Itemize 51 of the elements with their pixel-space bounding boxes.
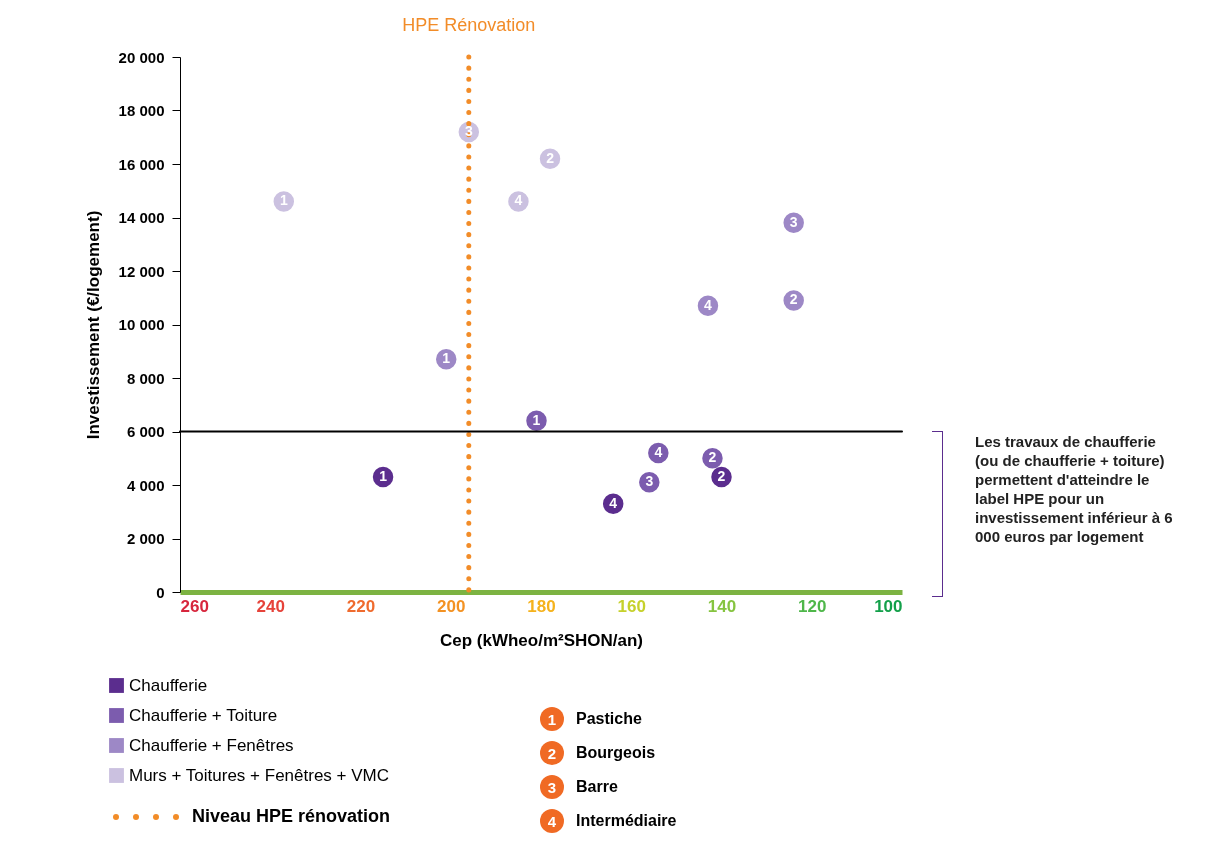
y-tick-label: 0 (156, 583, 165, 601)
text: 1 (540, 707, 564, 731)
text: 2 (540, 741, 564, 765)
y-tick-label: 12 000 (118, 262, 165, 280)
annotation: 2 (546, 149, 555, 166)
annotation: 4 (704, 296, 713, 313)
y-tick-label: 16 000 (118, 155, 165, 173)
x-tick-label: 220 (346, 596, 376, 616)
text: 4 (540, 809, 564, 833)
text: Barre (576, 778, 618, 796)
x-axis-title: Cep (kWheo/m²SHON/an) (439, 630, 644, 650)
y-tick-label: 2 000 (126, 530, 165, 547)
annotation: 3 (789, 213, 798, 230)
x-tick-label: 100 (874, 596, 903, 616)
y-tick-label: 14 000 (118, 209, 165, 226)
annotation: 4 (609, 494, 618, 511)
text: 3 (540, 775, 564, 799)
y-tick-label: 6 000 (126, 423, 165, 440)
legend-label: Chaufferie + Toiture (129, 705, 278, 725)
y-axis-title: Investissement (€/logement) (83, 210, 103, 440)
y-tick-label: 18 000 (118, 102, 165, 119)
annotation: 1 (279, 192, 288, 209)
text: Bourgeois (576, 744, 656, 762)
x-tick-label: 240 (256, 596, 285, 616)
annotation: 1 (532, 411, 541, 428)
annotation: 2 (789, 291, 798, 308)
x-tick-label: 140 (707, 596, 737, 616)
x-tick-label: 260 (180, 596, 209, 616)
annotation: 4 (514, 192, 523, 209)
y-tick-label: 10 000 (118, 316, 165, 333)
text: Pastiche (576, 710, 642, 728)
annotation: 1 (379, 467, 388, 484)
annotation: 4 (654, 443, 663, 460)
annotation: 2 (717, 467, 726, 484)
y-tick-label: 20 000 (118, 48, 165, 66)
x-tick-label: 200 (437, 596, 466, 616)
y-tick-label: 4 000 (126, 476, 165, 494)
text: Les travaux de chaufferie (ou de chaufferie + toiture) permettent d'atteindre le label HPE pour un investissement inférieur à 6 000 euros par logement (975, 432, 1174, 546)
legend-label: Chaufferie (129, 675, 208, 695)
legend-label: Murs + Toitures + Fenêtres + VMC (129, 765, 389, 785)
annotation: 1 (442, 350, 451, 367)
annotation: 2 (708, 449, 717, 466)
x-tick-label: 120 (798, 596, 827, 616)
annotation: 3 (645, 473, 654, 490)
x-tick-label: 180 (527, 596, 556, 616)
text: Intermédiaire (576, 812, 677, 830)
y-tick-label: 8 000 (126, 369, 165, 387)
text: Niveau HPE rénovation (192, 806, 391, 827)
ref-line-label: HPE Rénovation (402, 15, 536, 35)
x-tick-label: 160 (617, 596, 646, 616)
legend-label: Chaufferie + Fenêtres (129, 735, 294, 755)
